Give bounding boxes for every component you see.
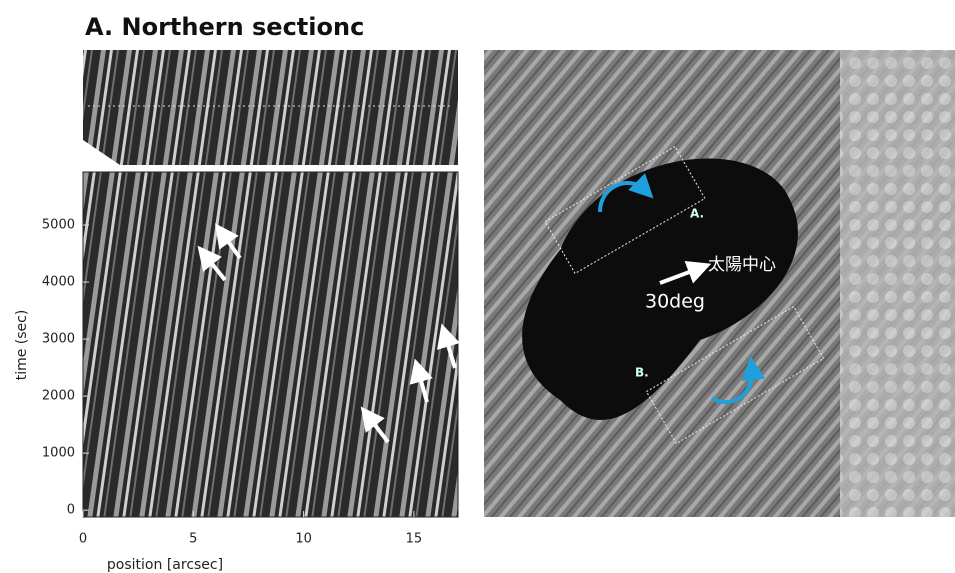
y-tick-label: 0 xyxy=(67,503,75,518)
direction-label: 30deg xyxy=(645,291,705,313)
figure-title: A. Northern sectionc xyxy=(85,13,364,41)
strip-image xyxy=(83,50,458,165)
box-a-label: A. xyxy=(690,207,704,221)
sun-center-label: 太陽中心 xyxy=(708,255,776,275)
y-tick-label: 2000 xyxy=(42,389,75,404)
x-axis-label: position [arcsec] xyxy=(107,557,223,573)
time-distance-image xyxy=(83,172,458,517)
granulation xyxy=(840,50,955,517)
y-tick-label: 4000 xyxy=(42,275,75,290)
y-tick-label: 3000 xyxy=(42,332,75,347)
figure: A. Northern sectionc position [arcsec] t… xyxy=(0,0,955,573)
page: A. Northern sectionc position [arcsec] t… xyxy=(0,0,955,573)
y-tick-label: 1000 xyxy=(42,446,75,461)
box-b-label: B. xyxy=(635,366,649,380)
x-tick-label: 0 xyxy=(79,532,87,547)
y-axis-label: time (sec) xyxy=(14,310,30,381)
x-tick-label: 5 xyxy=(189,532,197,547)
y-tick-label: 5000 xyxy=(42,218,75,233)
x-tick-label: 15 xyxy=(406,532,423,547)
x-tick-label: 10 xyxy=(295,532,312,547)
